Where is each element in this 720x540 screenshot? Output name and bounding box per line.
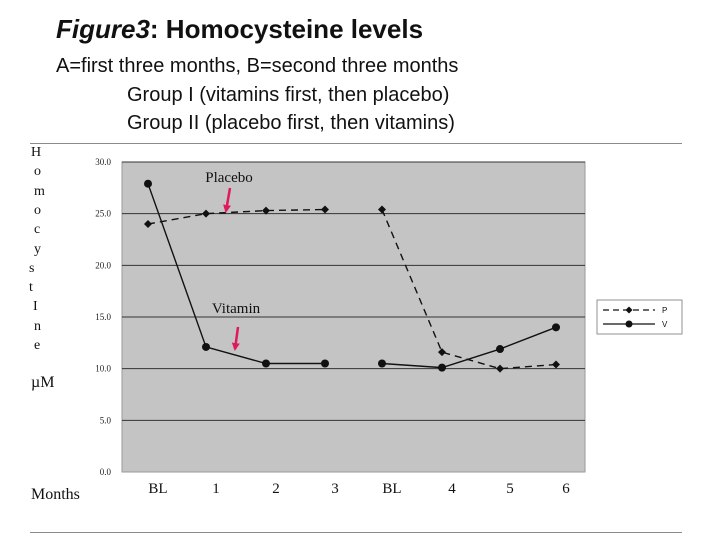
y-tick-label: 15.0 [95,312,111,322]
x-tick-label: 2 [272,481,280,497]
y-tick-label: 10.0 [95,364,111,374]
y-tick-label: 5.0 [100,415,112,425]
data-point-v [262,359,270,368]
data-point-p [438,348,446,357]
data-point-p [262,206,270,215]
x-tick-label: 5 [506,481,514,497]
x-axis-title: Months [31,486,80,503]
data-point-p [321,205,329,214]
y-axis-title-letter: m [34,183,45,199]
annotation-arrow [231,326,240,351]
y-axis-title-letter: t [29,280,33,296]
x-tick-label: 4 [448,481,456,497]
y-axis-title-letter: c [34,222,41,238]
series-line-p [147,208,326,225]
data-point-p [144,220,152,228]
y-axis-title-letter: o [34,202,41,218]
annotation-vitamin: Vitamin [212,301,261,317]
y-tick-label: 0.0 [100,467,112,477]
data-point-v [496,345,504,354]
legend: PV [596,299,683,335]
x-tick-label: BL [148,481,167,497]
y-axis-title-letter: e [34,338,41,353]
annotation-placebo: Placebo [205,170,252,186]
subtitle-line-1: A=first three months, B=second three mon… [56,55,459,77]
data-point-v [438,363,446,372]
data-point-v [202,342,210,351]
data-point-p [202,209,210,218]
legend-marker-v [625,320,633,328]
data-point-v [552,323,560,332]
y-axis-title-letter: s [29,260,35,276]
y-axis-title-letter: y [34,241,41,257]
y-axis-title-letter: I [33,299,38,315]
chart-title: Figure3: Homocysteine levels [56,14,423,45]
series-line-v [381,326,557,369]
data-point-p [496,364,504,373]
top-divider [30,143,682,144]
series-line-p [381,209,557,370]
x-tick-label: 6 [562,481,570,497]
y-axis-title-letter: H [31,145,42,160]
data-point-p [552,360,560,369]
series-line-v [147,183,325,365]
figure-label: Figure3 [56,14,150,44]
legend-box [596,299,683,335]
title-text: : Homocysteine levels [149,14,424,44]
subtitle-line-2: Group I (vitamins first, then placebo) [127,84,450,106]
y-axis-title-letter: n [34,318,41,334]
annotation-arrow [223,187,232,213]
data-point-v [378,359,386,368]
y-tick-label: 25.0 [95,209,111,219]
legend-marker-p [625,306,633,314]
y-tick-label: 30.0 [95,157,111,167]
y-axis-unit: µM [31,374,55,391]
x-tick-label: BL [382,481,401,497]
data-point-v [144,179,152,188]
bottom-divider [30,532,682,533]
y-tick-label: 20.0 [95,260,111,270]
x-tick-label: 1 [212,481,220,497]
data-point-p [378,205,386,214]
x-tick-label: 3 [331,481,339,497]
y-axis-title-letter: o [34,164,41,180]
legend-label-p: P [662,306,667,315]
subtitle-line-3: Group II (placebo first, then vitamins) [127,112,455,134]
legend-label-v: V [662,320,668,329]
data-point-v [321,359,329,368]
